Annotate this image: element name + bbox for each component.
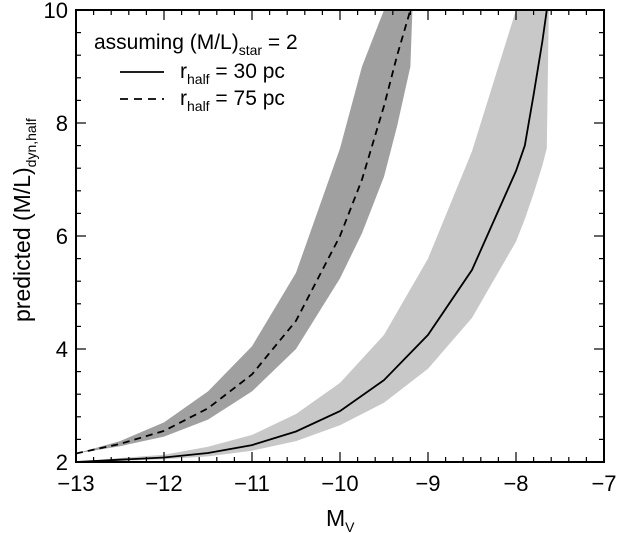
label-tail: = 2	[262, 31, 298, 54]
label-main: r	[180, 87, 187, 110]
label-subscript: half	[187, 71, 210, 87]
label-main: assuming (M/L)	[94, 31, 239, 54]
plot-frame	[75, 9, 605, 463]
y-tick-label: 10	[44, 0, 68, 23]
y-tick-label: 8	[56, 111, 68, 136]
x-tick-label: −8	[503, 471, 528, 496]
tick-labels: −13 −12 −11 −10 −9 −8 −7 2 4 6 8 10	[44, 0, 617, 496]
label-main: M	[326, 505, 345, 531]
label-subscript: dyn,half	[23, 118, 39, 167]
label-main: r	[180, 60, 187, 83]
x-tick-label: −12	[145, 471, 182, 496]
y-axis-label: predicted (M/L)dyn,half	[9, 118, 39, 322]
label-tail: = 75 pc	[210, 87, 285, 110]
series-line-rhalf-75	[76, 10, 412, 455]
series-lines	[76, 10, 548, 462]
label-subscript: star	[239, 42, 263, 58]
y-tick-label: 6	[56, 224, 68, 249]
x-tick-label: −10	[321, 471, 358, 496]
x-tick-label: −11	[234, 471, 270, 496]
label-main: predicted (M/L)	[9, 167, 35, 322]
x-tick-label: −13	[57, 471, 94, 496]
x-tick-label: −9	[415, 471, 440, 496]
label-subscript: V	[345, 519, 355, 533]
label-subscript: half	[187, 98, 210, 114]
legend-label: rhalf = 75 pc	[180, 87, 285, 114]
legend-label: rhalf = 30 pc	[180, 60, 285, 87]
confidence-bands	[76, 10, 549, 462]
x-tick-label: −7	[591, 471, 616, 496]
y-tick-label: 2	[56, 450, 68, 475]
y-tick-label: 4	[56, 337, 68, 362]
band-rhalf-75	[76, 10, 413, 454]
series-line-rhalf-30	[76, 10, 548, 462]
label-tail: = 30 pc	[210, 60, 285, 83]
x-axis-label: MV	[326, 505, 355, 533]
annotation-assumption: assuming (M/L)star = 2	[94, 31, 298, 58]
band-rhalf-30	[76, 10, 549, 462]
